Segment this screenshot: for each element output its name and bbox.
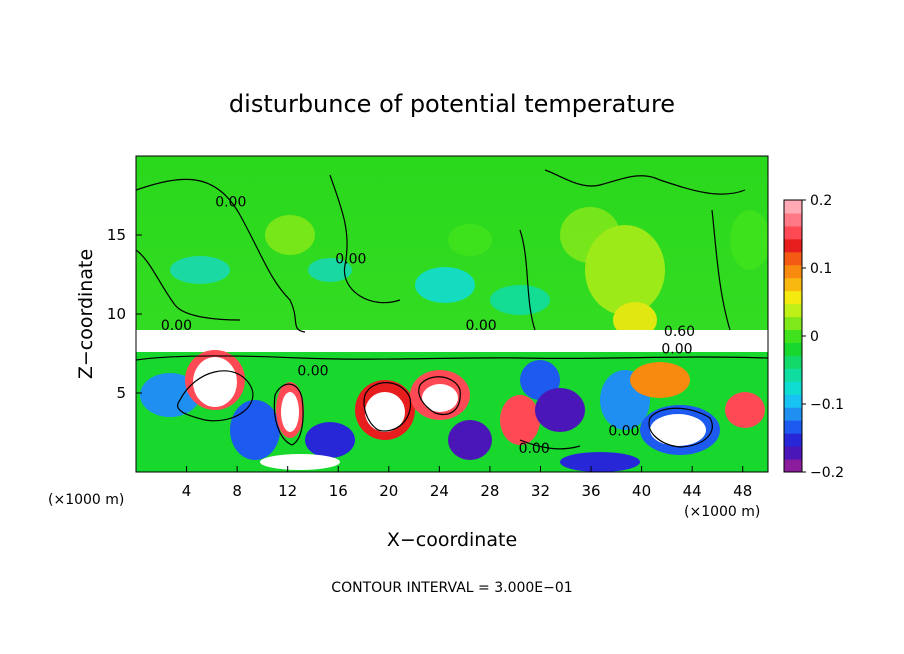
colorbar-swatch <box>784 290 802 305</box>
x-axis-label: X−coordinate <box>387 529 517 551</box>
y-tick-label: 15 <box>107 226 126 244</box>
x-tick-label: 16 <box>329 482 348 500</box>
colorbar-swatch <box>784 446 802 460</box>
x-tick-label: 48 <box>733 482 752 500</box>
colorbar-tick-label: 0 <box>810 329 819 345</box>
contour-value-label: 0.00 <box>608 424 639 440</box>
y-tick-label: 10 <box>107 305 126 323</box>
colorbar-ticks: 0.2 0.1 0 −0.1 −0.2 <box>802 193 844 481</box>
x-tick-label: 24 <box>430 482 449 500</box>
x-tick-label: 8 <box>232 482 242 500</box>
colorbar-swatch <box>784 459 802 473</box>
contour-value-label: 0.00 <box>215 195 246 211</box>
x-tick-label: 12 <box>278 482 297 500</box>
x-tick-label: 40 <box>632 482 651 500</box>
colorbar-tick-label: −0.2 <box>810 465 844 481</box>
contour-value-label: 0.00 <box>465 318 496 334</box>
colorbar-tick-label: 0.1 <box>810 261 832 277</box>
colorbar-swatch <box>784 264 802 279</box>
x-tick-label: 32 <box>531 482 550 500</box>
colorbar-swatch <box>784 433 802 447</box>
colorbar-swatch <box>784 200 802 214</box>
contour-value-label: 0.00 <box>335 251 366 267</box>
y-axis-ticks: 5 10 15 <box>107 226 142 402</box>
x-tick-label: 4 <box>182 482 192 500</box>
colorbar-swatch <box>784 394 802 408</box>
x-tick-label: 28 <box>480 482 499 500</box>
colorbar-tick-label: 0.2 <box>810 193 832 209</box>
colorbar-swatch <box>784 277 802 292</box>
colorbar-swatch <box>784 251 802 266</box>
noisy-layer <box>136 330 768 352</box>
x-tick-label: 44 <box>683 482 702 500</box>
colorbar-swatch <box>784 420 802 434</box>
plot-area <box>136 156 768 472</box>
upper-blobs <box>170 207 768 338</box>
colorbar-swatch <box>784 355 802 369</box>
colorbar-swatch <box>784 368 802 382</box>
colorbar-swatch <box>784 238 802 253</box>
colorbar-swatch <box>784 316 802 331</box>
colorbar-tick-label: −0.1 <box>810 397 844 413</box>
x-unit-left: (×1000 m) <box>48 492 124 508</box>
colorbar-swatch <box>784 225 802 240</box>
contour-value-label: 0.60 <box>664 324 695 340</box>
contour-value-label: 0.00 <box>161 318 192 334</box>
contour-lines <box>136 169 768 450</box>
colorbar-swatch <box>784 212 802 227</box>
x-tick-label: 36 <box>581 482 600 500</box>
colorbar <box>783 199 803 473</box>
contour-value-label: 0.00 <box>519 441 550 457</box>
colorbar-swatch <box>784 342 802 356</box>
colorbar-swatch <box>784 381 802 395</box>
lower-blobs <box>140 350 765 472</box>
y-tick-label: 5 <box>116 384 126 402</box>
x-axis-ticks: 4 8 12 16 20 24 28 32 36 40 44 48 <box>182 466 752 500</box>
contour-value-label: 0.00 <box>297 364 328 380</box>
contour-labels: 0.00 0.00 0.00 0.00 0.00 0.60 0.00 0.00 0.00 <box>161 195 695 457</box>
contour-value-label: 0.00 <box>661 342 692 358</box>
colorbar-swatch <box>784 329 802 343</box>
chart-title: disturbunce of potential temperature <box>229 90 675 118</box>
x-tick-label: 20 <box>379 482 398 500</box>
colorbar-swatch <box>784 407 802 421</box>
contour-interval-note: CONTOUR INTERVAL = 3.000E−01 <box>331 580 572 596</box>
x-unit-right: (×1000 m) <box>684 504 760 520</box>
y-axis-label: Z−coordinate <box>75 249 97 379</box>
colorbar-swatch <box>784 303 802 318</box>
